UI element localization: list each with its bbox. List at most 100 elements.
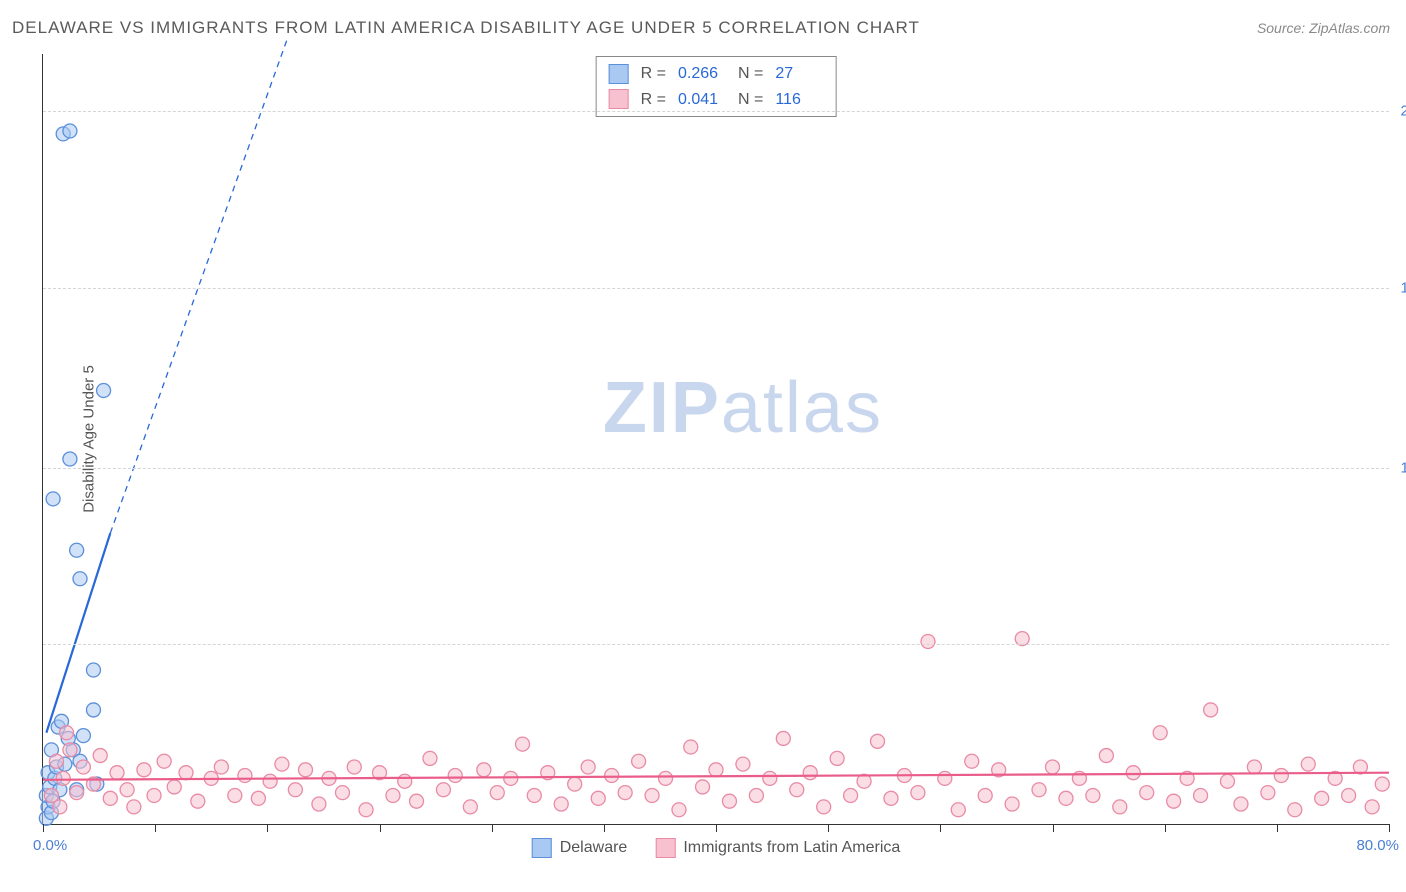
grid-line	[43, 468, 1389, 469]
scatter-point	[709, 763, 723, 777]
scatter-point	[490, 786, 504, 800]
scatter-point	[817, 800, 831, 814]
x-tick	[492, 824, 493, 832]
scatter-point	[790, 783, 804, 797]
x-tick	[1165, 824, 1166, 832]
scatter-point	[871, 734, 885, 748]
scatter-point	[911, 786, 925, 800]
scatter-point	[423, 751, 437, 765]
scatter-point	[1274, 769, 1288, 783]
scatter-point	[1126, 766, 1140, 780]
legend-item: Immigrants from Latin America	[655, 838, 900, 858]
scatter-point	[238, 769, 252, 783]
x-tick	[380, 824, 381, 832]
chart-source: Source: ZipAtlas.com	[1257, 20, 1390, 36]
scatter-point	[347, 760, 361, 774]
scatter-point	[1220, 774, 1234, 788]
scatter-point	[1365, 800, 1379, 814]
scatter-point	[763, 771, 777, 785]
x-tick	[1277, 824, 1278, 832]
scatter-point	[696, 780, 710, 794]
trend-line	[46, 533, 110, 733]
scatter-point	[591, 791, 605, 805]
scatter-point	[1204, 703, 1218, 717]
x-tick	[940, 824, 941, 832]
scatter-point	[1005, 797, 1019, 811]
scatter-point	[436, 783, 450, 797]
x-tick	[267, 824, 268, 832]
scatter-point	[1288, 803, 1302, 817]
scatter-point	[1113, 800, 1127, 814]
scatter-point	[1032, 783, 1046, 797]
scatter-point	[463, 800, 477, 814]
scatter-point	[1046, 760, 1060, 774]
grid-line	[43, 644, 1389, 645]
scatter-point	[938, 771, 952, 785]
scatter-point	[749, 788, 763, 802]
scatter-point	[448, 769, 462, 783]
scatter-point	[605, 769, 619, 783]
scatter-point	[659, 771, 673, 785]
scatter-point	[477, 763, 491, 777]
scatter-point	[56, 771, 70, 785]
scatter-point	[127, 800, 141, 814]
scatter-point	[263, 774, 277, 788]
scatter-point	[251, 791, 265, 805]
scatter-point	[776, 731, 790, 745]
scatter-point	[921, 634, 935, 648]
scatter-point	[63, 452, 77, 466]
scatter-point	[179, 766, 193, 780]
scatter-point	[191, 794, 205, 808]
scatter-point	[1167, 794, 1181, 808]
scatter-point	[76, 729, 90, 743]
scatter-point	[157, 754, 171, 768]
scatter-point	[120, 783, 134, 797]
scatter-point	[884, 791, 898, 805]
scatter-point	[736, 757, 750, 771]
scatter-point	[965, 754, 979, 768]
scatter-point	[568, 777, 582, 791]
scatter-point	[275, 757, 289, 771]
scatter-point	[110, 766, 124, 780]
x-tick	[828, 824, 829, 832]
x-tick	[1389, 824, 1390, 832]
x-tick	[155, 824, 156, 832]
scatter-point	[86, 703, 100, 717]
scatter-point	[1301, 757, 1315, 771]
chart-area: Disability Age Under 5 ZIPatlas R =0.266…	[42, 54, 1389, 825]
x-axis-label-min: 0.0%	[33, 837, 67, 854]
x-tick	[716, 824, 717, 832]
scatter-point	[978, 788, 992, 802]
x-axis-label-max: 80.0%	[1356, 837, 1399, 854]
scatter-point	[1059, 791, 1073, 805]
x-tick	[1053, 824, 1054, 832]
scatter-point	[672, 803, 686, 817]
legend-swatch	[655, 838, 675, 858]
scatter-point	[1153, 726, 1167, 740]
scatter-point	[1099, 749, 1113, 763]
scatter-point	[1086, 788, 1100, 802]
scatter-point	[214, 760, 228, 774]
scatter-point	[335, 786, 349, 800]
legend-item: Delaware	[532, 838, 628, 858]
scatter-point	[167, 780, 181, 794]
scatter-point	[1261, 786, 1275, 800]
scatter-point	[70, 543, 84, 557]
scatter-point	[830, 751, 844, 765]
scatter-point	[1375, 777, 1389, 791]
scatter-point	[46, 492, 60, 506]
scatter-point	[60, 726, 74, 740]
scatter-point	[722, 794, 736, 808]
scatter-point	[1315, 791, 1329, 805]
scatter-point	[386, 788, 400, 802]
scatter-point	[97, 384, 111, 398]
scatter-point	[73, 572, 87, 586]
scatter-point	[147, 788, 161, 802]
grid-line	[43, 111, 1389, 112]
scatter-point	[312, 797, 326, 811]
scatter-point	[632, 754, 646, 768]
scatter-point	[516, 737, 530, 751]
scatter-point	[228, 788, 242, 802]
scatter-point	[359, 803, 373, 817]
chart-title: DELAWARE VS IMMIGRANTS FROM LATIN AMERIC…	[12, 18, 920, 38]
